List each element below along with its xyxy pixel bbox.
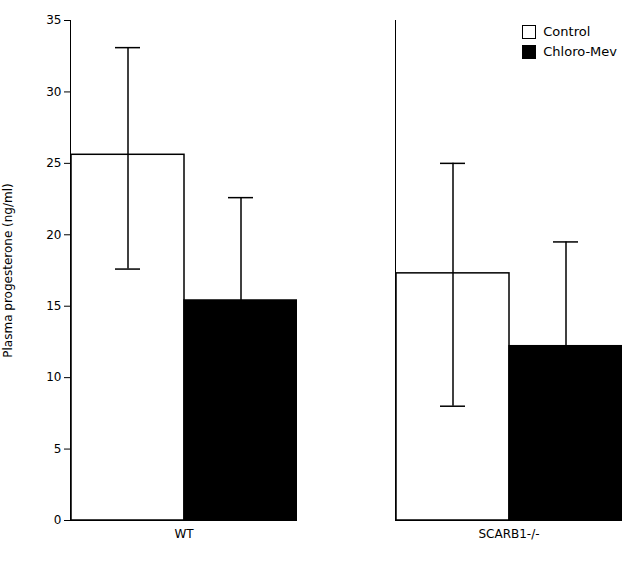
svg-text:15: 15 bbox=[46, 299, 61, 313]
svg-text:25: 25 bbox=[46, 156, 61, 170]
svg-text:10: 10 bbox=[46, 370, 61, 384]
svg-text:WT: WT bbox=[174, 527, 194, 541]
svg-text:35: 35 bbox=[46, 13, 61, 27]
html-text:Chloro-Mev: Chloro-Mev bbox=[543, 44, 617, 59]
svg-text:Plasma progesterone (ng/ml): Plasma progesterone (ng/ml) bbox=[1, 183, 15, 357]
svg-text:0: 0 bbox=[54, 513, 62, 527]
svg-text:20: 20 bbox=[46, 228, 61, 242]
svg-text:SCARB1-/-: SCARB1-/- bbox=[478, 527, 539, 541]
html-text:Control: Control bbox=[543, 24, 591, 39]
svg-text:30: 30 bbox=[46, 85, 61, 99]
svg-text:5: 5 bbox=[54, 442, 62, 456]
